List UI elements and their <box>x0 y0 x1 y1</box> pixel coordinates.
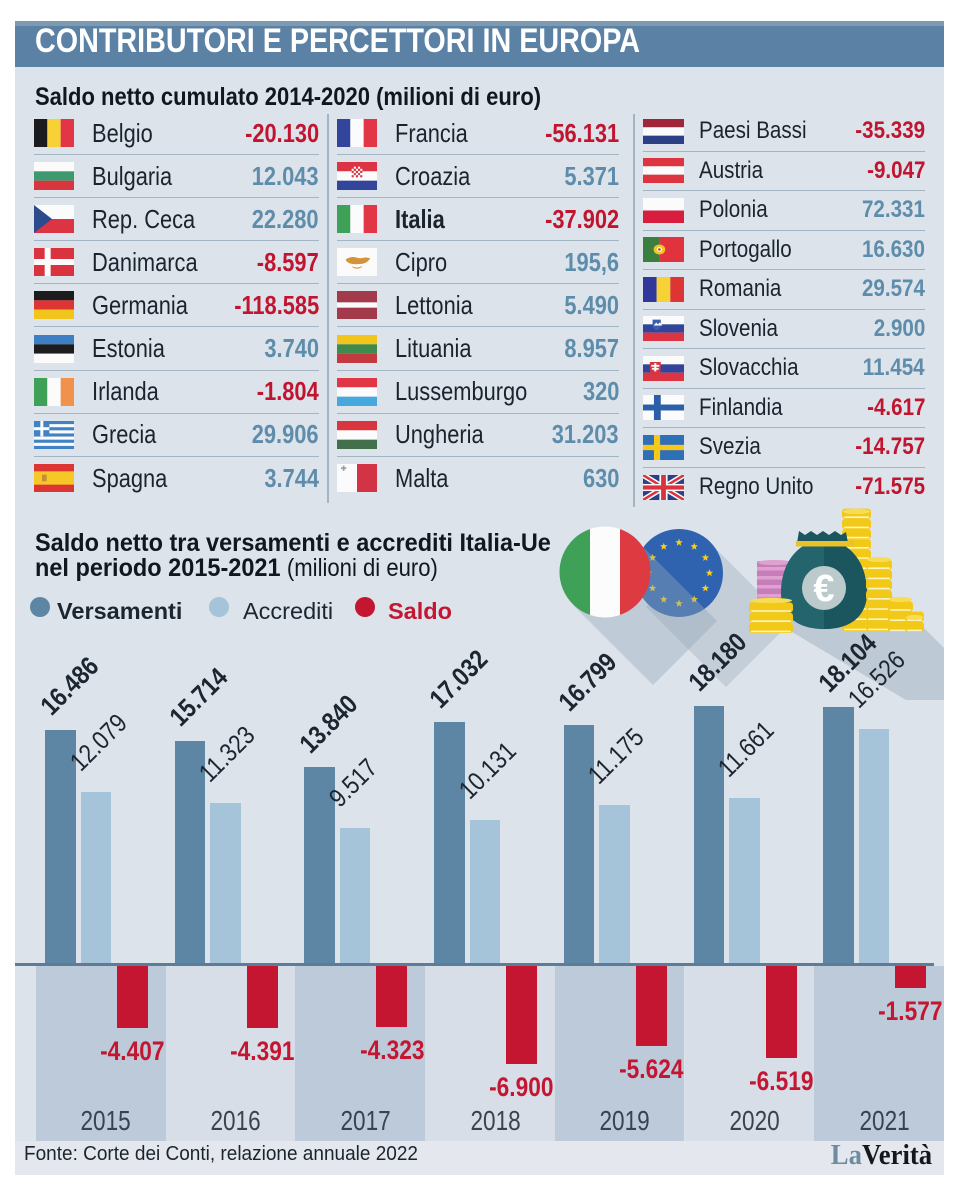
svg-text:€: € <box>813 568 834 610</box>
